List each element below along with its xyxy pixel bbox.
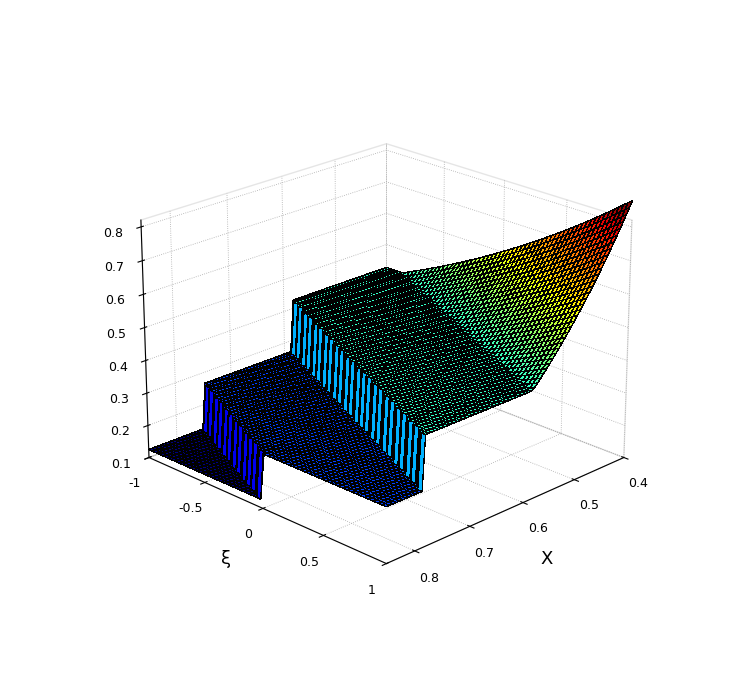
X-axis label: X: X <box>541 550 553 568</box>
Y-axis label: ξ: ξ <box>221 550 231 568</box>
